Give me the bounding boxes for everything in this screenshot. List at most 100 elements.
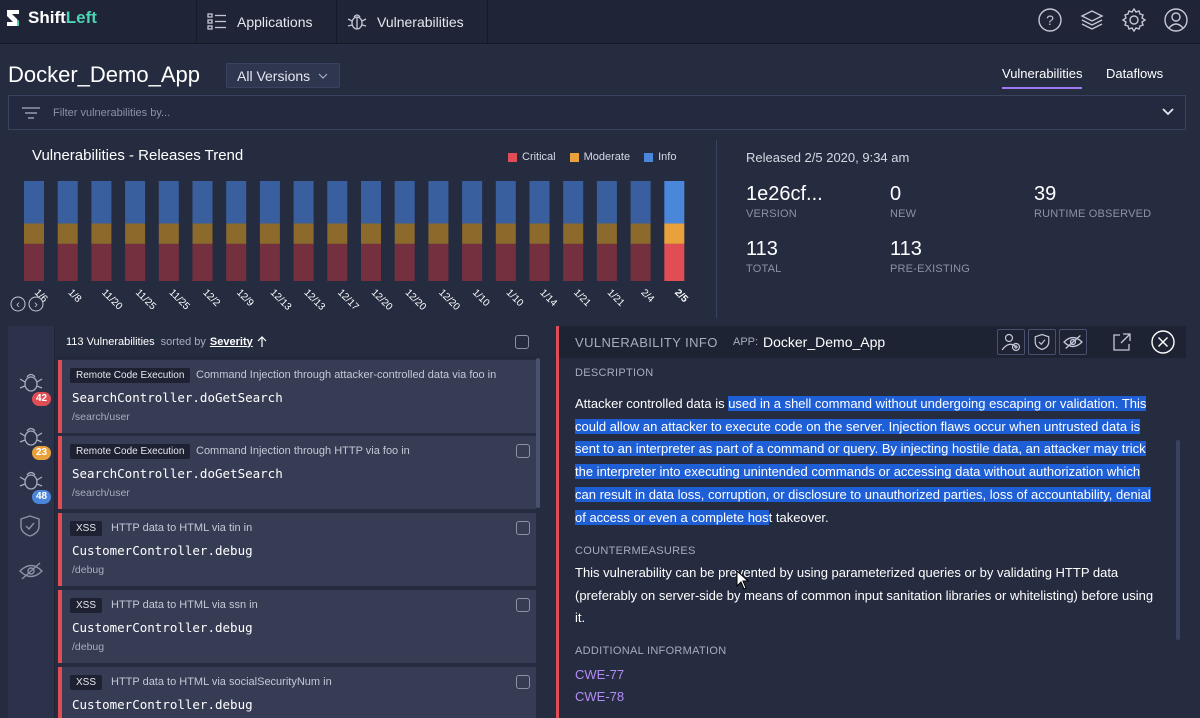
bar-info-9[interactable] [327,181,348,224]
bar-critical-16[interactable] [563,243,584,281]
row-checkbox[interactable] [516,675,530,689]
help-icon[interactable]: ? [1036,6,1064,34]
mark-secure-button[interactable] [1028,329,1056,355]
rail-moderate-filter[interactable]: 23 [18,424,52,460]
bar-critical-19[interactable] [664,243,685,281]
chart-next-button[interactable] [28,296,44,312]
bar-critical-15[interactable] [529,243,550,281]
version-select[interactable]: All Versions [226,63,340,88]
open-external-icon[interactable] [1112,332,1132,357]
sort-field-link[interactable]: Severity [209,335,253,348]
row-checkbox[interactable] [516,444,530,458]
bar-info-11[interactable] [394,181,415,224]
bar-moderate-1[interactable] [57,223,78,244]
bar-moderate-14[interactable] [495,223,516,244]
tab-vulnerabilities[interactable]: Vulnerabilities [1002,66,1083,89]
bar-moderate-17[interactable] [596,223,617,244]
bar-moderate-8[interactable] [293,223,314,244]
bar-info-19[interactable] [664,181,685,224]
close-icon[interactable] [1151,330,1175,359]
bar-info-12[interactable] [428,181,449,224]
list-item[interactable]: XSS HTTP data to HTML via socialSecurity… [58,667,536,718]
filter-input[interactable]: Filter vulnerabilities by... [53,106,171,119]
shiftleft-logo[interactable]: ShiftLeft [4,8,97,28]
bar-info-13[interactable] [462,181,483,224]
bar-info-5[interactable] [192,181,213,224]
bar-moderate-10[interactable] [361,223,381,244]
bar-moderate-6[interactable] [226,223,247,244]
bar-info-10[interactable] [361,181,381,224]
bar-info-17[interactable] [596,181,617,224]
bar-moderate-13[interactable] [462,223,483,244]
user-icon[interactable] [1162,6,1190,34]
bar-critical-2[interactable] [91,243,112,281]
info-scrollbar[interactable] [1176,440,1180,640]
bar-critical-6[interactable] [226,243,247,281]
bar-moderate-7[interactable] [259,223,280,244]
row-checkbox[interactable] [516,598,530,612]
bar-info-1[interactable] [57,181,78,224]
rail-hidden-filter[interactable] [18,560,44,596]
bar-info-16[interactable] [563,181,584,224]
bar-info-14[interactable] [495,181,516,224]
bar-moderate-16[interactable] [563,223,584,244]
arrow-up-icon[interactable] [257,335,267,348]
bar-info-4[interactable] [158,181,179,224]
chevron-down-icon[interactable] [1161,105,1175,119]
bar-moderate-12[interactable] [428,223,449,244]
filter-bar[interactable]: Filter vulnerabilities by... [8,95,1186,130]
tab-dataflows[interactable]: Dataflows [1106,66,1164,81]
cwe-link[interactable]: CWE-77 [575,667,625,682]
bar-critical-9[interactable] [327,243,348,281]
list-item[interactable]: XSS HTTP data to HTML via ssn in Custome… [58,590,536,663]
row-checkbox[interactable] [516,521,530,535]
bar-critical-12[interactable] [428,243,449,281]
layers-icon[interactable] [1078,6,1106,34]
bar-info-0[interactable] [24,181,44,224]
bar-moderate-11[interactable] [394,223,415,244]
list-scrollbar[interactable] [536,358,540,508]
bar-moderate-9[interactable] [327,223,348,244]
bar-info-6[interactable] [226,181,247,224]
bar-critical-0[interactable] [24,243,44,281]
bar-moderate-4[interactable] [158,223,179,244]
rail-info-filter[interactable]: 48 [18,468,52,504]
bar-moderate-19[interactable] [664,223,685,244]
hide-button[interactable] [1059,329,1087,355]
bar-critical-13[interactable] [462,243,483,281]
list-item[interactable]: XSS HTTP data to HTML via tin in Custome… [58,513,536,586]
list-item[interactable]: Remote Code Execution Command Injection … [58,360,536,433]
rail-critical-filter[interactable]: 42 [18,370,52,406]
bar-info-3[interactable] [125,181,146,224]
select-all-checkbox[interactable] [515,335,529,349]
bar-moderate-3[interactable] [125,223,146,244]
list-item[interactable]: Remote Code Execution Command Injection … [58,436,536,509]
bar-moderate-5[interactable] [192,223,213,244]
bar-critical-4[interactable] [158,243,179,281]
bar-critical-17[interactable] [596,243,617,281]
rail-shield-filter[interactable] [18,514,44,550]
settings-icon[interactable] [1120,6,1148,34]
assign-user-button[interactable] [997,329,1025,355]
cwe-link[interactable]: CWE-78 [575,689,625,704]
bar-critical-10[interactable] [361,243,381,281]
bar-info-15[interactable] [529,181,550,224]
bar-moderate-2[interactable] [91,223,112,244]
bar-critical-14[interactable] [495,243,516,281]
bar-critical-5[interactable] [192,243,213,281]
nav-tab-vulnerabilities[interactable]: Vulnerabilities [336,0,488,44]
bar-critical-18[interactable] [630,243,651,281]
bar-critical-8[interactable] [293,243,314,281]
bar-info-2[interactable] [91,181,112,224]
bar-info-8[interactable] [293,181,314,224]
chart-prev-button[interactable] [10,296,26,312]
bar-info-18[interactable] [630,181,651,224]
bar-critical-3[interactable] [125,243,146,281]
bar-info-7[interactable] [259,181,280,224]
bar-moderate-0[interactable] [24,223,44,244]
bar-moderate-15[interactable] [529,223,550,244]
bar-critical-7[interactable] [259,243,280,281]
nav-tab-applications[interactable]: Applications [196,0,336,44]
bar-moderate-18[interactable] [630,223,651,244]
bar-critical-11[interactable] [394,243,415,281]
